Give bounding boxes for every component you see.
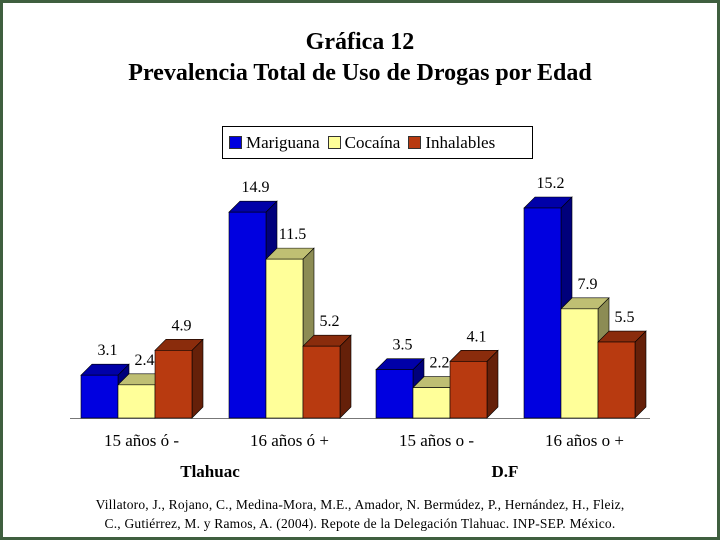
bar-mariguana-2: [228, 211, 267, 419]
bar-mariguana-1: [80, 374, 119, 419]
data-label-cocaina-2: 11.5: [279, 226, 306, 243]
bar-cocaina-1: [117, 384, 156, 419]
legend-label-mariguana: Mariguana: [246, 132, 320, 152]
chart-title: Gráfica 12 Prevalencia Total de Uso de D…: [0, 27, 720, 89]
data-label-mariguana-3: 3.5: [393, 337, 413, 354]
citation-line-1: Villatoro, J., Rojano, C., Medina-Mora, …: [95, 497, 625, 512]
bar-inhalables-4-side: [634, 330, 647, 419]
chart-legend: Mariguana Cocaína Inhalables: [222, 126, 533, 159]
data-label-cocaina-3: 2.2: [430, 355, 450, 372]
data-label-inhalables-1: 4.9: [172, 317, 192, 334]
data-label-inhalables-2: 5.2: [320, 313, 340, 330]
legend-label-inhalables: Inhalables: [425, 132, 496, 152]
source-citation: Villatoro, J., Rojano, C., Medina-Mora, …: [0, 495, 720, 533]
data-label-inhalables-3: 4.1: [467, 328, 487, 345]
data-label-cocaina-4: 7.9: [578, 276, 598, 293]
chart-title-line-2: Prevalencia Total de Uso de Drogas por E…: [128, 60, 592, 86]
group-label-1: Tlahuac: [180, 462, 240, 481]
bar-inhalables-3: [449, 361, 488, 419]
x-tick-label-1: 15 años ó -: [104, 431, 179, 450]
bar-inhalables-4: [597, 341, 636, 419]
bar-inhalables-1: [154, 350, 193, 419]
data-label-mariguana-4: 15.2: [537, 175, 565, 192]
bar-inhalables-2: [302, 345, 341, 419]
legend-swatch-mariguana: [229, 136, 242, 149]
legend-label-cocaina: Cocaína: [344, 132, 401, 152]
legend-item-mariguana: Mariguana: [229, 133, 320, 153]
data-label-mariguana-2: 14.9: [242, 179, 270, 196]
bar-cocaina-4: [560, 308, 599, 419]
chart-title-line-1: Gráfica 12: [305, 29, 415, 55]
legend-swatch-cocaina: [327, 136, 341, 149]
data-label-mariguana-1: 3.1: [98, 342, 118, 359]
bar-inhalables-1-side: [191, 338, 204, 419]
bar-inhalables-3-side: [486, 349, 499, 419]
legend-swatch-inhalables: [408, 136, 422, 149]
bar-mariguana-3: [375, 369, 414, 419]
x-tick-label-2: 16 años ó +: [250, 431, 329, 450]
bar-cocaina-2: [265, 258, 304, 419]
bar-cocaina-3: [412, 387, 451, 419]
x-tick-label-4: 16 años o +: [545, 431, 624, 450]
bar-inhalables-2-side: [339, 334, 352, 419]
x-tick-label-3: 15 años o -: [399, 431, 474, 450]
legend-item-inhalables: Inhalables: [408, 133, 495, 153]
data-label-inhalables-4: 5.5: [615, 309, 635, 326]
group-label-2: D.F: [492, 462, 519, 481]
data-label-cocaina-1: 2.4: [135, 352, 155, 369]
legend-item-cocaina: Cocaína: [327, 132, 401, 153]
citation-line-2: C., Gutiérrez, M. y Ramos, A. (2004). Re…: [104, 516, 616, 531]
bar-mariguana-4: [523, 207, 562, 419]
